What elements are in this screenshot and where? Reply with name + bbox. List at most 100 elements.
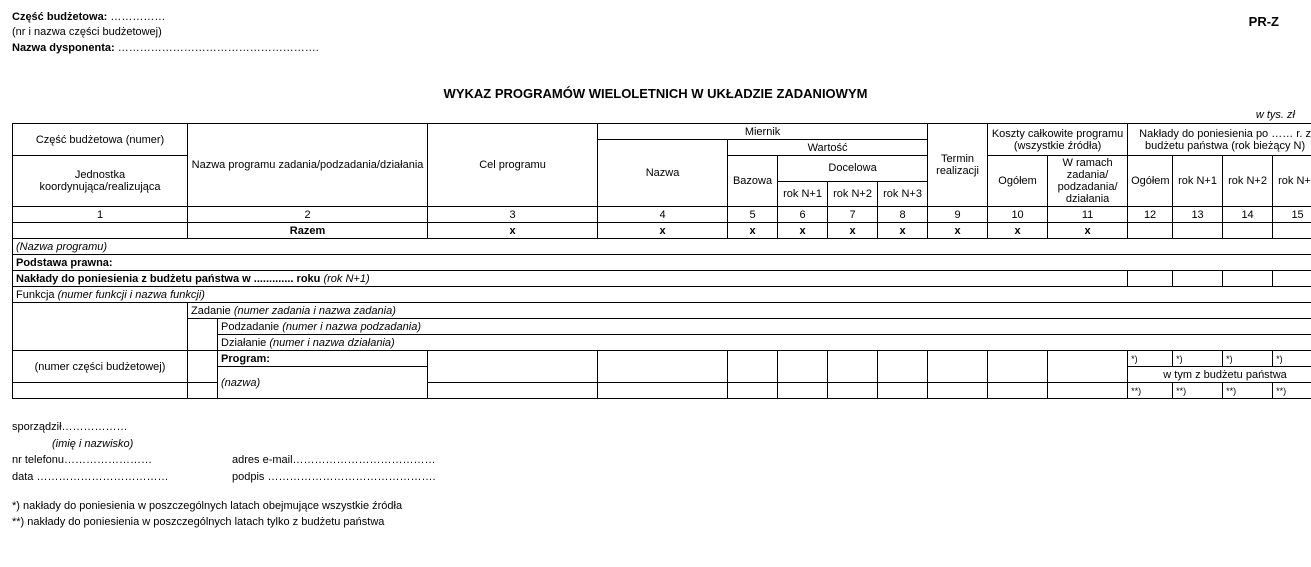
prog-blank — [188, 351, 218, 383]
col-miernik-nazwa: Nazwa — [598, 140, 728, 207]
pr3-3 — [428, 383, 598, 399]
p7 — [828, 351, 878, 383]
p4 — [598, 351, 728, 383]
budget-part-line: Część budżetowa: …………… — [12, 10, 319, 25]
col-rn1b: rok N+1 — [1173, 156, 1223, 207]
rx6: x — [778, 223, 828, 239]
naklady-row: Nakłady do poniesienia z budżetu państwa… — [13, 271, 1311, 287]
cn-6: 6 — [778, 207, 828, 223]
pr3-9 — [928, 383, 988, 399]
funkcja-a: Funkcja — [16, 289, 55, 301]
sig-row-1: nr telefonu…………………… adres e-mail……………………… — [12, 452, 1299, 469]
col-rn2b: rok N+2 — [1223, 156, 1273, 207]
nazwa-programu: (Nazwa programu) — [13, 239, 1311, 255]
rx8: x — [878, 223, 928, 239]
podzadanie-cell: Podzadanie (numer i nazwa podzadania) — [218, 319, 1311, 335]
p6 — [778, 351, 828, 383]
p3 — [428, 351, 598, 383]
main-table: Część budżetowa (numer) Nazwa programu z… — [12, 123, 1311, 399]
podzadanie-row: Podzadanie (numer i nazwa podzadania) — [13, 319, 1311, 335]
cn-13: 13 — [1173, 207, 1223, 223]
pr3-6 — [778, 383, 828, 399]
s14a: *) — [1223, 351, 1273, 367]
pr3-4 — [598, 383, 728, 399]
wtym: w tym z budżetu państwa — [1128, 367, 1311, 383]
s13b: **) — [1173, 383, 1223, 399]
sporzadzil: sporządził……………… — [12, 419, 1299, 436]
zadanie-cell: Zadanie (numer zadania i nazwa zadania) — [188, 303, 1311, 319]
cn-5: 5 — [728, 207, 778, 223]
rz15 — [1273, 223, 1311, 239]
pr3-7 — [828, 383, 878, 399]
col-jednostka: Jednostka koordynująca/realizująca — [13, 156, 188, 207]
cn-15: 15 — [1273, 207, 1311, 223]
note-2: **) nakłady do poniesienia w poszczególn… — [12, 515, 1299, 530]
p10 — [988, 351, 1048, 383]
rx3: x — [428, 223, 598, 239]
rz12 — [1128, 223, 1173, 239]
pz-blank — [188, 319, 218, 351]
s14b: **) — [1223, 383, 1273, 399]
cn-10: 10 — [988, 207, 1048, 223]
col-ogolem1: Ogółem — [988, 156, 1048, 207]
cn-11: 11 — [1048, 207, 1128, 223]
col-ogolem2: Ogółem — [1128, 156, 1173, 207]
pr3-8 — [878, 383, 928, 399]
rz14 — [1223, 223, 1273, 239]
budget-part-label: Część budżetowa: — [12, 11, 107, 23]
dzialanie-a: Działanie — [221, 337, 266, 349]
header: Część budżetowa: …………… (nr i nazwa częśc… — [12, 10, 1299, 56]
unit-label: w tys. zł — [12, 109, 1299, 121]
disponent-line: Nazwa dysponenta: ………………………………………………. — [12, 41, 319, 56]
p11 — [1048, 351, 1128, 383]
cn-3: 3 — [428, 207, 598, 223]
naklady-b: (rok N+1) — [323, 273, 369, 285]
header-left: Część budżetowa: …………… (nr i nazwa częśc… — [12, 10, 319, 56]
pr3-5 — [728, 383, 778, 399]
rz13 — [1173, 223, 1223, 239]
podpis: podpis ………………………………………. — [232, 469, 532, 486]
col-wramach: W ramach zadania/ podzadania/ działania — [1048, 156, 1128, 207]
disponent-dots: ………………………………………………. — [115, 42, 319, 54]
s13a: *) — [1173, 351, 1223, 367]
col-termin: Termin realizacji — [928, 124, 988, 207]
razem-label: Razem — [188, 223, 428, 239]
budget-part-dots: …………… — [107, 11, 165, 23]
footnotes: *) nakłady do poniesienia w poszczególny… — [12, 499, 1299, 530]
cn-12: 12 — [1128, 207, 1173, 223]
s12b: **) — [1128, 383, 1173, 399]
col-nazwa-prog: Nazwa programu zadania/podzadania/działa… — [188, 124, 428, 207]
s12a: *) — [1128, 351, 1173, 367]
note-1: *) nakłady do poniesienia w poszczególny… — [12, 499, 1299, 514]
rx7: x — [828, 223, 878, 239]
zad-blank — [13, 303, 188, 351]
rx11: x — [1048, 223, 1128, 239]
nk15 — [1273, 271, 1311, 287]
razem-c1 — [13, 223, 188, 239]
p8 — [878, 351, 928, 383]
col-czesc: Część budżetowa (numer) — [13, 124, 188, 156]
pr3-a — [13, 383, 188, 399]
program-row-3: **) **) **) **) — [13, 383, 1311, 399]
disponent-label: Nazwa dysponenta: — [12, 42, 115, 54]
cn-1: 1 — [13, 207, 188, 223]
data-field: data ……………………………… — [12, 469, 232, 486]
pr3-10 — [988, 383, 1048, 399]
col-rn3: rok N+3 — [878, 181, 928, 207]
cn-4: 4 — [598, 207, 728, 223]
rx9: x — [928, 223, 988, 239]
col-wartosc: Wartość — [728, 140, 928, 156]
col-koszty: Koszty całkowite programu (wszystkie źró… — [988, 124, 1128, 156]
form-code: PR-Z — [1249, 10, 1299, 56]
col-cel: Cel programu — [428, 124, 598, 207]
p5 — [728, 351, 778, 383]
footer: sporządził……………… (imię i nazwisko) nr te… — [12, 419, 1299, 530]
col-miernik: Miernik — [598, 124, 928, 140]
podstawa: Podstawa prawna: — [13, 255, 1311, 271]
s15a: *) — [1273, 351, 1311, 367]
naklady-cell: Nakłady do poniesienia z budżetu państwa… — [13, 271, 1128, 287]
naklady-a: Nakłady do poniesienia z budżetu państwa… — [16, 273, 320, 285]
col-naklady: Nakłady do poniesienia po …… r. z budżet… — [1128, 124, 1311, 156]
page-title: WYKAZ PROGRAMÓW WIELOLETNICH W UKŁADZIE … — [12, 86, 1299, 101]
col-rn1: rok N+1 — [778, 181, 828, 207]
